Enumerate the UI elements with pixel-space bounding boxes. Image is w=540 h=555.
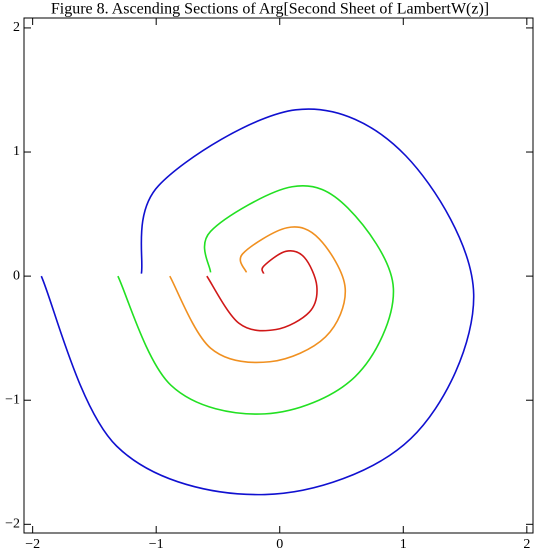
x-tick-label: −2 — [25, 537, 40, 552]
spiral-line — [40, 108, 475, 496]
y-tick-label: −2 — [5, 517, 20, 532]
x-tick-label: −1 — [149, 537, 164, 552]
y-tick-label: −1 — [5, 392, 20, 407]
spiral-line — [206, 250, 318, 332]
chart-title: Figure 8. Ascending Sections of Arg[Seco… — [51, 1, 489, 18]
plot-frame — [23, 17, 534, 534]
x-tick-label: 1 — [400, 537, 407, 552]
x-tick-label: 0 — [276, 537, 283, 552]
x-tick-label: 2 — [523, 537, 530, 552]
spiral-line — [169, 226, 347, 364]
spiral-line — [117, 185, 395, 415]
y-tick-label: 0 — [13, 268, 20, 283]
y-tick-label: 2 — [13, 20, 20, 35]
y-tick-label: 1 — [13, 144, 20, 159]
